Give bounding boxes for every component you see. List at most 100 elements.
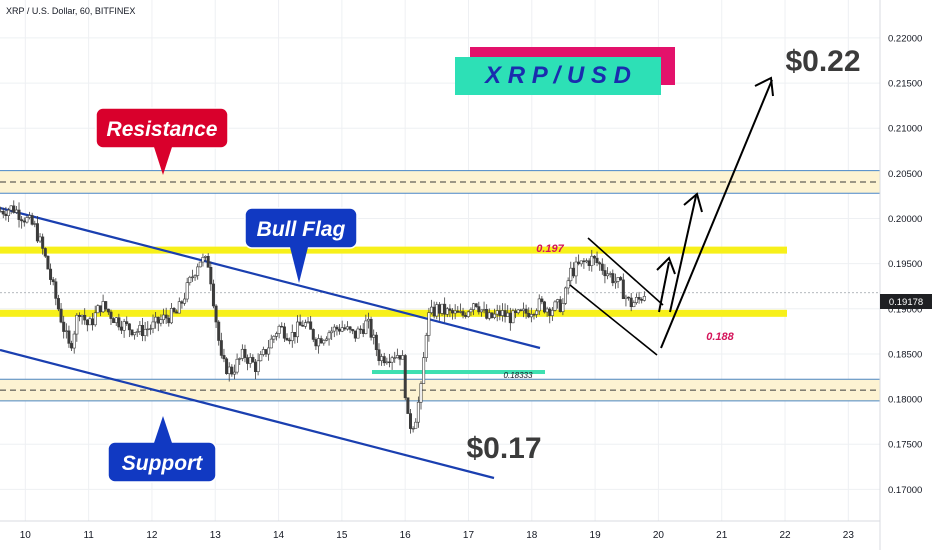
candle-body	[204, 255, 208, 258]
time-axis[interactable]: 10 11 12 13 14 15 16 17 18 19 20 21 22 23	[20, 530, 855, 541]
candle-body	[472, 303, 476, 310]
price-tick-label: 0.20500	[888, 169, 922, 180]
candle-body	[175, 311, 179, 314]
candle-body	[133, 332, 137, 336]
candle-body	[217, 321, 221, 341]
big-arrow-shaft	[660, 79, 773, 349]
candle-body	[232, 371, 236, 375]
candle-body	[466, 311, 470, 317]
candle-body	[227, 366, 231, 375]
candle-body	[222, 355, 226, 360]
price-tick-label: 0.18500	[888, 349, 922, 360]
candle-body	[432, 306, 436, 317]
candle-body	[401, 355, 405, 360]
candle-body	[430, 306, 434, 313]
candle-body	[345, 326, 349, 330]
candle-body	[62, 321, 66, 332]
level-18333-line	[372, 370, 545, 375]
candle-body	[290, 332, 294, 342]
candle-body	[56, 298, 60, 310]
candle-body	[317, 338, 321, 347]
candle-body	[22, 220, 26, 223]
candle-body	[451, 310, 455, 314]
candle-body	[183, 298, 187, 304]
candle-body	[146, 328, 150, 331]
pair-title: X R P / U S D	[483, 62, 631, 89]
candle-body	[577, 261, 581, 265]
candle-body	[259, 354, 263, 362]
candle-body	[70, 343, 74, 349]
candle-body	[408, 413, 412, 429]
price-tick-label: 0.20000	[888, 214, 922, 225]
symbol-title: XRP / U.S. Dollar, 60, BITFINEX	[6, 6, 135, 16]
channel-lower	[0, 348, 495, 480]
candle-body	[98, 305, 102, 313]
candle-body	[188, 276, 192, 284]
channel-lines	[0, 206, 541, 480]
candle-body	[456, 310, 460, 313]
candle-body	[377, 349, 381, 362]
candle-body	[477, 306, 481, 313]
price-axis[interactable]: 0.17000 0.17500 0.18000 0.18500 0.19000 0.195…	[888, 33, 922, 495]
candle-body	[592, 255, 596, 259]
time-tick-label: 13	[210, 530, 222, 541]
candle-body	[285, 337, 289, 341]
candle-body	[117, 317, 121, 328]
target-022-label: $0.22	[785, 45, 860, 78]
candle-body	[435, 304, 439, 317]
candle-body	[206, 255, 210, 268]
candle-body	[314, 339, 318, 347]
candle-body	[7, 209, 11, 216]
candle-body	[372, 334, 376, 338]
candle-body	[67, 330, 71, 344]
candle-body	[225, 358, 229, 375]
candle-body	[172, 308, 176, 313]
candle-body	[251, 357, 255, 363]
candle-body	[267, 347, 271, 355]
candle-body	[403, 355, 407, 399]
price-tick-label: 0.18000	[888, 395, 922, 406]
candle-body	[0, 210, 3, 213]
candle-body	[1, 210, 5, 215]
candle-body	[114, 317, 118, 324]
candle-body	[642, 295, 646, 301]
candle-body	[309, 321, 313, 330]
band-188	[0, 309, 787, 317]
candle-body	[288, 339, 292, 342]
time-tick-label: 10	[20, 530, 32, 541]
candle-body	[616, 277, 620, 282]
candle-body	[608, 273, 612, 275]
candle-body	[542, 301, 546, 313]
candle-body	[548, 308, 552, 316]
candle-body	[566, 280, 570, 289]
time-tick-label: 16	[400, 530, 412, 541]
candle-body	[529, 314, 533, 318]
candle-body	[277, 325, 281, 334]
candle-body	[487, 312, 491, 319]
candle-body	[148, 328, 152, 330]
candle-body	[214, 305, 218, 323]
candle-body	[390, 357, 394, 363]
candle-body	[440, 303, 444, 314]
candle-body	[125, 321, 129, 325]
candle-body	[416, 401, 420, 423]
level-188-label: 0.188	[706, 331, 734, 343]
candle-body	[35, 223, 39, 242]
candle-body	[104, 301, 108, 310]
candle-body	[198, 261, 202, 268]
candle-body	[637, 297, 641, 300]
candle-body	[419, 383, 423, 403]
title-rect	[455, 57, 661, 95]
support-callout: Support	[107, 416, 217, 483]
candle-body	[621, 279, 625, 300]
candle-body	[553, 301, 557, 311]
price-tick-label: 0.22000	[888, 33, 922, 44]
candle-body	[127, 323, 131, 331]
candle-body	[306, 321, 310, 323]
candle-body	[77, 314, 81, 317]
big-arrow-head	[754, 76, 774, 97]
candle-body	[445, 308, 449, 315]
candle-body	[25, 217, 29, 223]
candle-body	[17, 209, 21, 220]
